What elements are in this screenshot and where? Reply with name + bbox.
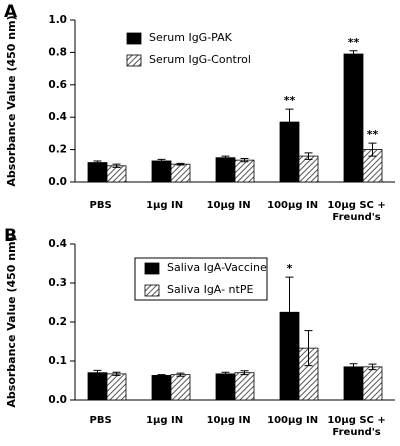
bar: [343, 366, 364, 401]
x-tick-label: 100µg IN: [267, 415, 318, 426]
error-bar: [240, 158, 249, 163]
bar: [234, 372, 255, 401]
error-bar: [285, 108, 294, 136]
annotation: **: [284, 94, 296, 107]
bar: [151, 375, 172, 401]
bar: [87, 372, 108, 401]
error-bar: [176, 372, 185, 377]
x-tick-label: 10µg IN: [207, 200, 251, 211]
error-bar: [221, 371, 230, 376]
error-bar: [368, 363, 377, 371]
y-tick-label: 0.0: [48, 394, 67, 406]
error-bar: [349, 50, 358, 58]
y-axis-label: Absorbance Value (450 nm): [5, 236, 18, 407]
legend-swatch: [126, 54, 142, 67]
y-tick-label: 1.0: [48, 14, 67, 26]
bar: [215, 157, 236, 183]
y-tick-label: 0.0: [48, 176, 67, 188]
legend-frame: [134, 257, 268, 301]
annotation: **: [367, 128, 379, 141]
y-tick-label: 0.4: [48, 111, 67, 123]
error-bar: [368, 142, 377, 157]
y-tick-label: 0.1: [48, 355, 67, 367]
error-bar: [349, 363, 358, 371]
legend-label: Saliva IgA-Vaccine: [167, 261, 267, 274]
legend-swatch: [144, 284, 160, 297]
x-tick-label: 1µg IN: [146, 415, 183, 426]
x-tick-label: 10µg SC + Freund's: [327, 200, 385, 223]
y-axis-label: Absorbance Value (450 nm): [5, 15, 18, 186]
y-tick-label: 0.3: [48, 277, 67, 289]
error-bar: [112, 371, 121, 376]
bar: [234, 159, 255, 183]
x-tick-label: PBS: [90, 200, 112, 211]
bar: [170, 374, 191, 401]
error-bar: [304, 330, 313, 367]
legend-label: Serum IgG-Control: [149, 53, 251, 66]
annotation: **: [348, 36, 360, 49]
x-tick-label: 10µg SC + Freund's: [327, 415, 385, 438]
bar: [215, 373, 236, 401]
error-bar: [93, 160, 102, 165]
legend-swatch: [144, 262, 160, 275]
error-bar: [285, 276, 294, 348]
bar: [87, 162, 108, 183]
bar: [106, 373, 127, 401]
bar: [106, 165, 127, 183]
bar: [151, 160, 172, 183]
error-bar: [176, 162, 185, 166]
y-tick-label: 0.2: [48, 316, 67, 328]
error-bar: [112, 163, 121, 168]
y-tick-label: 0.6: [48, 79, 67, 91]
y-tick-label: 0.8: [48, 46, 67, 58]
bar: [298, 155, 319, 183]
legend-swatch: [126, 32, 142, 45]
error-bar: [93, 369, 102, 376]
panel-label: B: [4, 226, 17, 246]
legend-label: Serum IgG-PAK: [149, 31, 233, 44]
panel-label: A: [4, 2, 18, 22]
legend-label: Saliva IgA- ntPE: [167, 283, 253, 296]
x-tick-label: 10µg IN: [207, 415, 251, 426]
bar: [362, 366, 383, 401]
y-tick-label: 0.2: [48, 144, 67, 156]
y-tick-label: 0.4: [48, 238, 67, 250]
x-tick-label: 1µg IN: [146, 200, 183, 211]
error-bar: [304, 152, 313, 160]
error-bar: [221, 155, 230, 160]
error-bar: [157, 158, 166, 164]
error-bar: [240, 370, 249, 376]
error-bar: [157, 374, 166, 377]
annotation: *: [287, 262, 293, 275]
bar: [170, 163, 191, 183]
bar: [343, 53, 364, 183]
x-tick-label: PBS: [90, 415, 112, 426]
x-tick-label: 100µg IN: [267, 200, 318, 211]
